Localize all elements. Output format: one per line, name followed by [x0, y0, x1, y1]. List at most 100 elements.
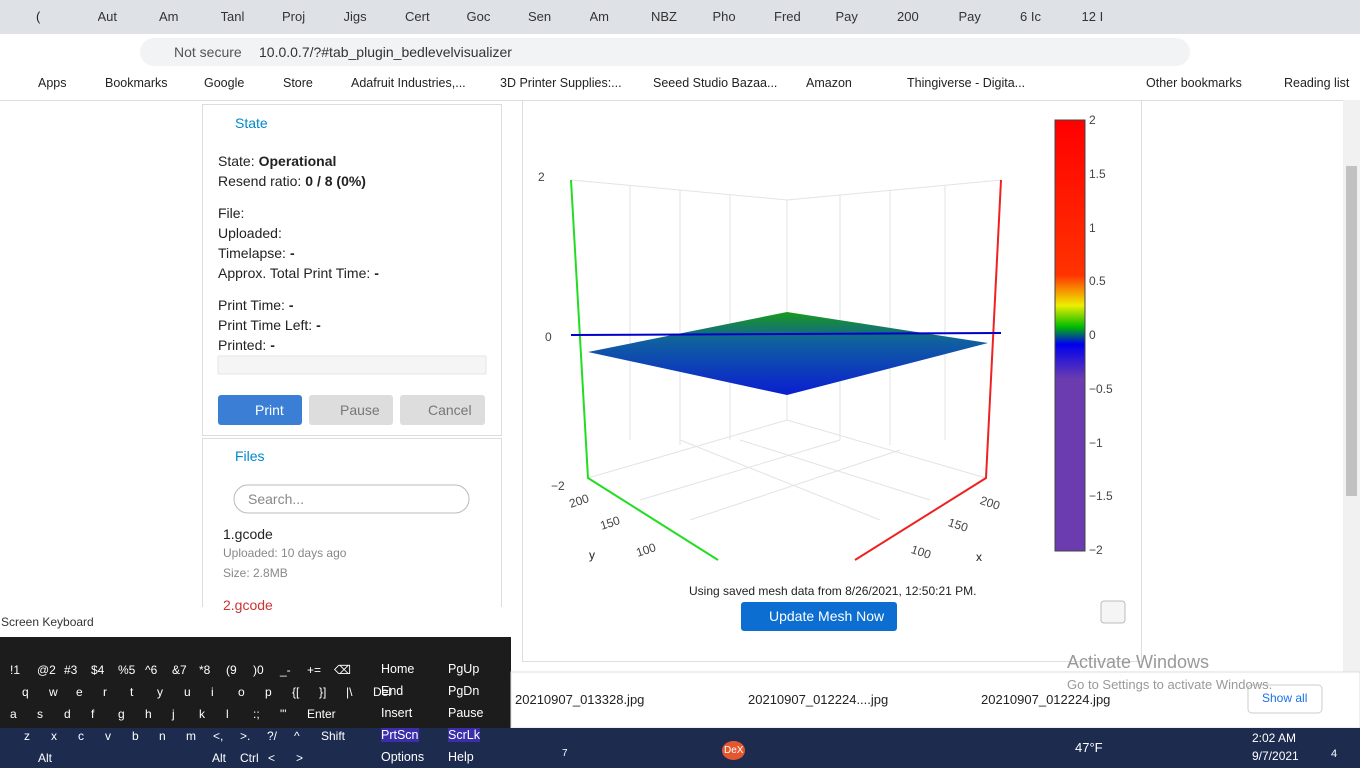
key[interactable]: Options: [381, 750, 425, 764]
key[interactable]: n: [159, 729, 166, 743]
tab-title[interactable]: 200: [897, 9, 919, 24]
tab-title[interactable]: Pay: [958, 9, 981, 24]
key[interactable]: +=: [307, 663, 322, 677]
key[interactable]: q: [22, 685, 29, 699]
bookmark[interactable]: Reading list: [1284, 76, 1350, 90]
key[interactable]: p: [265, 685, 272, 699]
bookmark[interactable]: Bookmarks: [105, 76, 168, 90]
key[interactable]: Help: [448, 750, 474, 764]
key[interactable]: Enter: [307, 707, 336, 721]
key[interactable]: t: [130, 685, 134, 699]
scrollbar[interactable]: [1343, 100, 1360, 672]
panel-title[interactable]: Files: [235, 448, 265, 464]
key[interactable]: e: [76, 685, 83, 699]
key[interactable]: Del: [373, 685, 392, 699]
key[interactable]: *8: [199, 663, 211, 677]
key[interactable]: >.: [240, 729, 251, 743]
panel-title[interactable]: State: [235, 115, 268, 131]
button[interactable]: Show all: [1262, 691, 1308, 705]
key[interactable]: z: [24, 729, 30, 743]
file-name[interactable]: 2.gcode: [223, 597, 273, 613]
key[interactable]: Alt: [38, 751, 53, 765]
key[interactable]: w: [49, 685, 58, 699]
bookmark[interactable]: Google: [204, 76, 245, 90]
key[interactable]: Alt: [212, 751, 227, 765]
download-item[interactable]: 20210907_012224....jpg: [748, 692, 889, 707]
key[interactable]: Ctrl: [240, 751, 259, 765]
key[interactable]: r: [103, 685, 107, 699]
tab-title[interactable]: (: [36, 9, 41, 24]
tab-title[interactable]: Pay: [835, 9, 858, 24]
bookmark[interactable]: Other bookmarks: [1146, 76, 1242, 90]
key[interactable]: d: [64, 707, 71, 721]
file-name[interactable]: 1.gcode: [223, 526, 273, 542]
key[interactable]: "': [280, 707, 287, 721]
key[interactable]: b: [132, 729, 139, 743]
tab-title[interactable]: Am: [589, 9, 610, 24]
tab-title[interactable]: Goc: [466, 9, 491, 24]
download-item[interactable]: 20210907_012224.jpg: [981, 692, 1111, 707]
button[interactable]: Print: [255, 402, 284, 418]
download-item[interactable]: 20210907_013328.jpg: [515, 692, 645, 707]
key[interactable]: Pause: [448, 706, 484, 720]
button[interactable]: Cancel: [428, 402, 472, 418]
key[interactable]: PgDn: [448, 684, 480, 698]
key[interactable]: @2: [37, 663, 56, 677]
tab-title[interactable]: Cert: [405, 9, 430, 24]
key[interactable]: !1: [10, 663, 21, 677]
key[interactable]: a: [10, 707, 17, 721]
key[interactable]: #3: [64, 663, 78, 677]
tab-title[interactable]: Pho: [712, 9, 736, 24]
bookmark[interactable]: Adafruit Industries,...: [351, 76, 466, 90]
key[interactable]: ^: [294, 729, 300, 743]
key[interactable]: g: [118, 707, 125, 721]
key[interactable]: _-: [280, 663, 291, 677]
key[interactable]: {[: [292, 685, 300, 699]
key[interactable]: ^6: [145, 663, 158, 677]
tab-title[interactable]: Fred: [774, 9, 801, 24]
key[interactable]: $4: [91, 663, 105, 677]
app-icon[interactable]: DeX: [722, 741, 746, 760]
tab-title[interactable]: 6 Ic: [1020, 9, 1041, 24]
key[interactable]: k: [199, 707, 205, 721]
tab-title[interactable]: Tanl: [220, 9, 245, 24]
key[interactable]: f: [91, 707, 95, 721]
key[interactable]: PrtScn: [381, 728, 419, 742]
bookmark[interactable]: 3D Printer Supplies:...: [500, 76, 622, 90]
key[interactable]: y: [157, 685, 163, 699]
key[interactable]: &7: [172, 663, 187, 677]
key[interactable]: Insert: [381, 706, 413, 720]
bookmark[interactable]: Store: [283, 76, 313, 90]
key[interactable]: )0: [253, 663, 264, 677]
key[interactable]: <,: [213, 729, 224, 743]
key[interactable]: Shift: [321, 729, 346, 743]
bookmark[interactable]: Thingiverse - Digita...: [907, 76, 1026, 90]
tab-title[interactable]: Jigs: [343, 9, 367, 24]
bookmark[interactable]: Seeed Studio Bazaa...: [653, 76, 778, 90]
key[interactable]: j: [172, 707, 175, 721]
tab-title[interactable]: NBZ: [651, 9, 677, 24]
key[interactable]: (9: [226, 663, 237, 677]
key[interactable]: %5: [118, 663, 136, 677]
key[interactable]: h: [145, 707, 152, 721]
button[interactable]: Pause: [340, 402, 380, 418]
key[interactable]: v: [105, 729, 111, 743]
omnibox[interactable]: [140, 38, 1190, 66]
tab-title[interactable]: Sen: [528, 9, 552, 24]
tab-title[interactable]: Aut: [97, 9, 118, 24]
key[interactable]: m: [186, 729, 196, 743]
key[interactable]: :;: [253, 707, 260, 721]
bookmark[interactable]: Apps: [38, 76, 67, 90]
key[interactable]: >: [296, 751, 304, 765]
key[interactable]: s: [37, 707, 43, 721]
key[interactable]: i: [211, 685, 214, 699]
search-placeholder[interactable]: Search...: [248, 491, 305, 507]
tab-title[interactable]: Am: [159, 9, 179, 24]
key[interactable]: PgUp: [448, 662, 480, 676]
key[interactable]: c: [78, 729, 84, 743]
key[interactable]: o: [238, 685, 245, 699]
key[interactable]: ?/: [267, 729, 278, 743]
key[interactable]: End: [381, 684, 404, 698]
key[interactable]: ⌫: [334, 663, 351, 677]
key[interactable]: u: [184, 685, 191, 699]
